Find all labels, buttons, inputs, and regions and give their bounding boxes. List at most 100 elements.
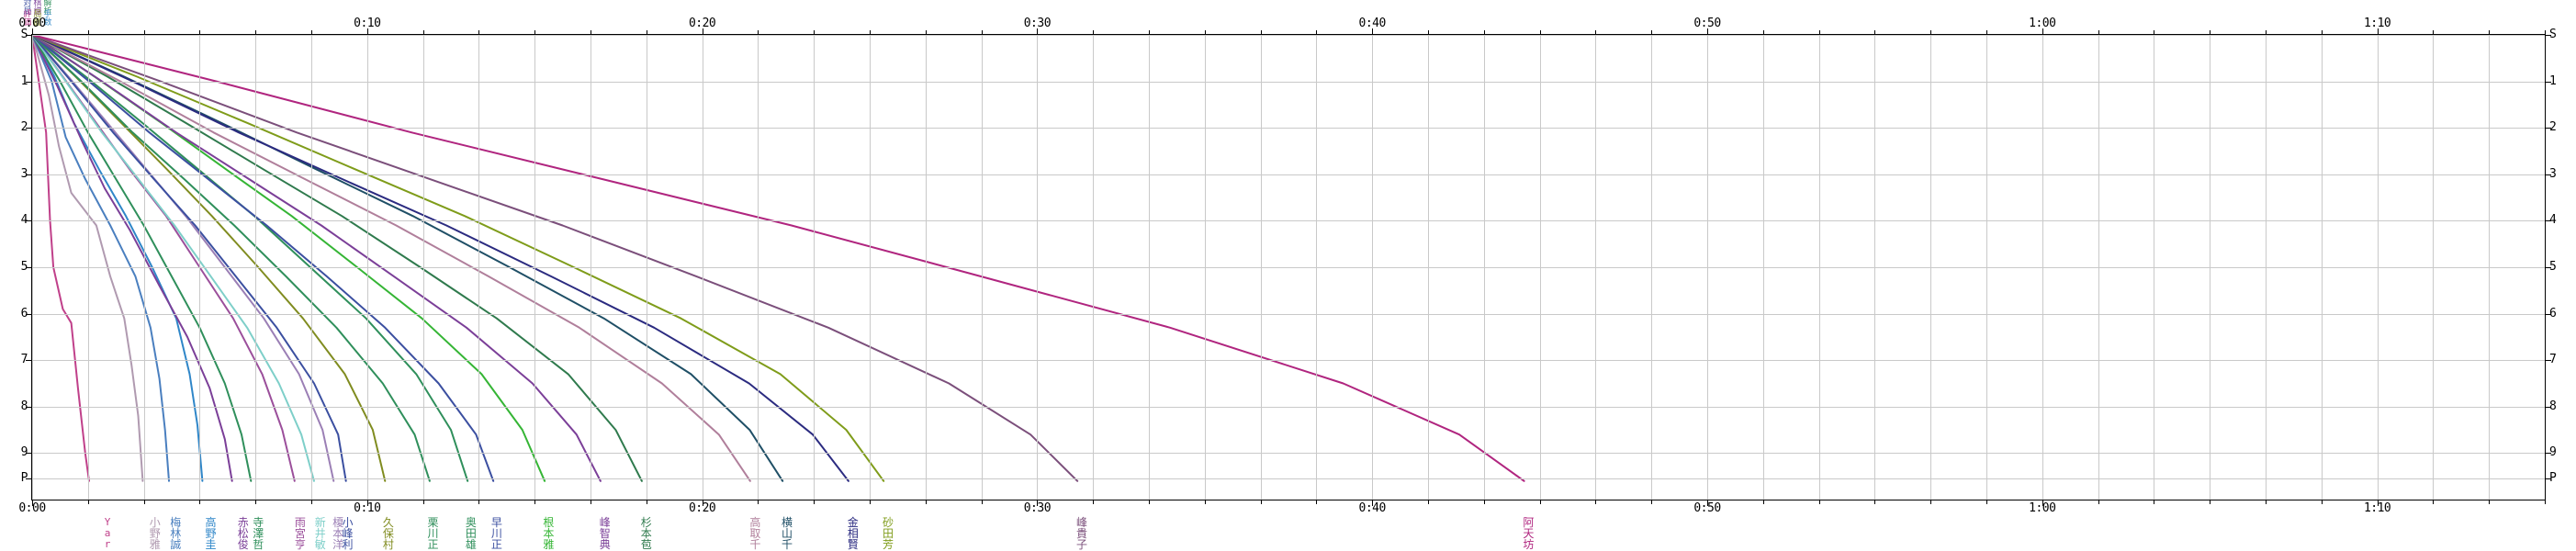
y-tick-label-right: 2: [2549, 120, 2557, 135]
y-tick-label-left: 3: [20, 166, 28, 181]
x-minor-tick-mark: [1204, 500, 1206, 504]
series-name-label: 横山千: [782, 516, 793, 551]
x-minor-tick-mark: [1483, 30, 1485, 34]
y-tick-mark: [2546, 406, 2551, 408]
y-tick-mark: [2546, 478, 2551, 480]
y-tick-label-left: 4: [20, 213, 28, 228]
x-minor-tick-mark: [1149, 500, 1150, 504]
y-tick-mark: [26, 174, 31, 175]
series-name-label: 早川正: [490, 516, 502, 551]
x-tick-label-top: 0:40: [1358, 17, 1387, 30]
series-line: [32, 35, 885, 482]
y-tick-label-left: 7: [20, 353, 28, 367]
y-tick-label-right: S: [2549, 28, 2557, 41]
y-tick-mark: [2546, 81, 2551, 83]
y-tick-label-right: 4: [2549, 213, 2557, 228]
series-name-label: 小野雅: [149, 516, 161, 551]
x-minor-tick-mark: [1037, 30, 1039, 34]
x-minor-tick-mark: [1372, 30, 1374, 34]
x-minor-tick-mark: [1260, 30, 1262, 34]
top-cluster-label: 評価: [23, 10, 32, 28]
x-tick-label-top: 0:50: [1693, 17, 1721, 30]
x-minor-tick-mark: [1651, 30, 1653, 34]
y-tick-label-left: S: [20, 28, 28, 41]
x-minor-tick-mark: [814, 30, 816, 34]
x-minor-tick-mark: [2489, 500, 2491, 504]
x-minor-tick-mark: [255, 500, 257, 504]
y-tick-label-left: 6: [20, 306, 28, 320]
series-name-label: 雨宮亨: [294, 516, 306, 551]
x-minor-tick-mark: [2433, 500, 2435, 504]
x-minor-tick-mark: [1651, 500, 1653, 504]
x-minor-tick-mark: [758, 30, 759, 34]
y-tick-label-right: 3: [2549, 166, 2557, 181]
y-tick-label-right: 8: [2549, 399, 2557, 413]
x-minor-tick-mark: [534, 500, 536, 504]
grid-line-horizontal: [32, 220, 2545, 221]
x-minor-tick-mark: [2266, 500, 2267, 504]
x-minor-tick-mark: [1093, 30, 1095, 34]
x-minor-tick-mark: [1930, 500, 1932, 504]
series-name-label: 阿天坊: [1523, 516, 1535, 551]
x-tick-label-top: 0:20: [688, 17, 716, 30]
series-lines: [32, 35, 1525, 482]
series-name-label: 根本雅: [543, 516, 555, 551]
series-line: [32, 35, 602, 482]
series-name-label: 杉本苞: [640, 516, 652, 551]
y-tick-label-left: P: [20, 471, 28, 486]
x-minor-tick-mark: [870, 30, 871, 34]
x-minor-tick-mark: [2098, 30, 2099, 34]
y-tick-mark: [26, 313, 31, 315]
x-minor-tick-mark: [2042, 500, 2043, 504]
x-minor-tick-mark: [1595, 500, 1597, 504]
y-tick-mark: [2546, 453, 2551, 455]
x-minor-tick-mark: [1316, 500, 1318, 504]
x-minor-tick-mark: [366, 30, 368, 34]
y-tick-label-right: 6: [2549, 306, 2557, 320]
series-line: [32, 35, 347, 482]
y-tick-mark: [26, 35, 31, 36]
x-minor-tick-mark: [981, 30, 983, 34]
x-tick-label-bottom: 0:30: [1023, 501, 1052, 515]
series-line: [32, 35, 1079, 482]
y-tick-mark: [26, 128, 31, 129]
x-minor-tick-mark: [1093, 500, 1095, 504]
x-tick-label-bottom: 0:10: [354, 501, 381, 515]
x-minor-tick-mark: [1539, 30, 1541, 34]
grid-line-horizontal: [32, 128, 2545, 129]
y-tick-label-left: 1: [20, 73, 28, 88]
x-minor-tick-mark: [199, 500, 201, 504]
series-line: [32, 35, 90, 482]
top-cluster-label: 棋譜: [33, 0, 42, 17]
top-cluster-label: 局面: [33, 10, 42, 28]
y-tick-mark: [2546, 35, 2551, 36]
x-minor-tick-mark: [32, 500, 33, 504]
y-tick-label-left: 9: [20, 445, 28, 460]
series-line: [32, 35, 144, 482]
series-line: [32, 35, 469, 482]
x-tick-label-bottom: 0:40: [1358, 501, 1387, 515]
x-minor-tick-mark: [478, 30, 480, 34]
y-tick-mark: [2546, 220, 2551, 222]
x-tick-label-bottom: 0:50: [1693, 501, 1721, 515]
x-tick-label-top: 1:00: [2029, 17, 2056, 30]
x-minor-tick-mark: [2321, 500, 2323, 504]
x-minor-tick-mark: [870, 500, 871, 504]
x-minor-tick-mark: [2266, 30, 2267, 34]
x-minor-tick-mark: [199, 30, 201, 34]
x-minor-tick-mark: [1483, 500, 1485, 504]
series-line: [32, 35, 495, 482]
x-minor-tick-mark: [2377, 500, 2379, 504]
x-minor-tick-mark: [32, 30, 33, 34]
x-minor-tick-mark: [1372, 500, 1374, 504]
series-line: [32, 35, 643, 482]
series-name-label: 梅林誠: [170, 516, 182, 551]
series-name-label: 小峰利: [342, 516, 354, 551]
series-name-label: 久保村: [382, 516, 394, 551]
series-line: [32, 35, 170, 482]
x-tick-label-top: 0:30: [1023, 17, 1052, 30]
series-name-label: 峰貴子: [1076, 516, 1088, 551]
top-label-cluster: 対局 棋譜 解析 評価 局面 手数: [16, 0, 63, 33]
series-line: [32, 35, 315, 482]
y-tick-label-right: P: [2549, 471, 2557, 486]
